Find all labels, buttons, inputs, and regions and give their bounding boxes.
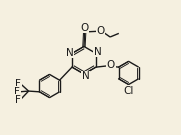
- Text: N: N: [94, 47, 102, 57]
- Text: Cl: Cl: [123, 86, 134, 96]
- Text: F: F: [15, 94, 21, 104]
- Text: O: O: [81, 23, 89, 33]
- Text: F: F: [15, 79, 21, 89]
- Text: F: F: [14, 87, 20, 97]
- Text: N: N: [66, 48, 73, 58]
- Text: N: N: [82, 71, 89, 81]
- Text: O: O: [96, 26, 105, 36]
- Text: O: O: [107, 60, 115, 70]
